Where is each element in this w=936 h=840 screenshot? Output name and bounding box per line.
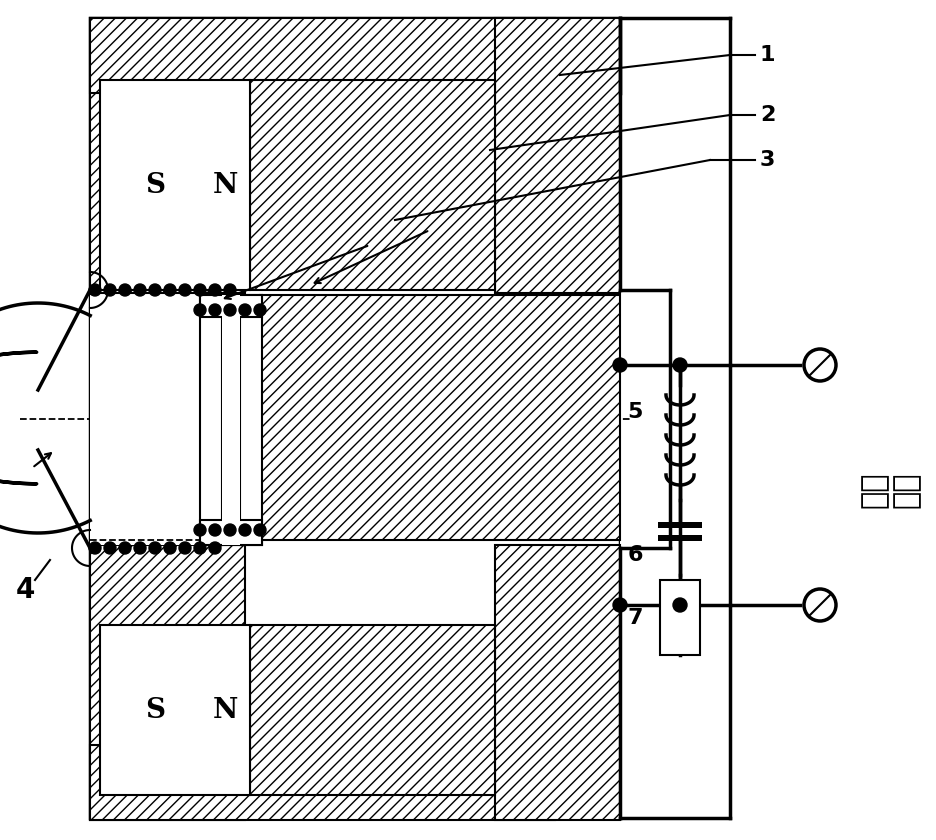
Circle shape	[209, 284, 221, 296]
Circle shape	[224, 304, 236, 316]
Text: 2: 2	[760, 105, 775, 125]
Bar	[495, 545, 620, 820]
Bar	[90, 545, 245, 820]
Bar	[495, 18, 620, 293]
Bar	[200, 520, 262, 545]
Bar	[95, 23, 240, 288]
Circle shape	[164, 284, 176, 296]
Bar	[620, 18, 730, 818]
Bar	[658, 535, 702, 541]
Circle shape	[224, 524, 236, 536]
Circle shape	[673, 358, 687, 372]
Text: 7: 7	[627, 607, 643, 627]
Circle shape	[209, 304, 221, 316]
Circle shape	[239, 524, 251, 536]
Bar	[658, 522, 702, 528]
Circle shape	[149, 542, 161, 554]
Bar	[90, 18, 245, 293]
Circle shape	[119, 542, 131, 554]
Bar	[222, 295, 240, 545]
Circle shape	[673, 598, 687, 612]
Text: S: S	[145, 696, 165, 723]
Circle shape	[224, 284, 236, 296]
Text: 驱动
信号: 驱动 信号	[860, 472, 920, 508]
Circle shape	[209, 542, 221, 554]
Circle shape	[194, 542, 206, 554]
Text: 6: 6	[627, 545, 643, 565]
Text: 5: 5	[627, 402, 643, 422]
Circle shape	[104, 284, 116, 296]
Circle shape	[104, 542, 116, 554]
Circle shape	[194, 284, 206, 296]
Circle shape	[613, 358, 627, 372]
Bar	[200, 295, 262, 317]
Bar	[90, 18, 555, 93]
Bar	[660, 580, 700, 655]
Bar	[200, 295, 222, 545]
Circle shape	[134, 542, 146, 554]
Text: 4: 4	[15, 576, 35, 604]
Bar	[100, 80, 250, 290]
Text: 1: 1	[760, 45, 776, 65]
Circle shape	[179, 284, 191, 296]
Circle shape	[254, 304, 266, 316]
Circle shape	[89, 284, 101, 296]
Bar	[90, 745, 555, 820]
Circle shape	[613, 598, 627, 612]
Bar	[250, 80, 495, 290]
Bar	[95, 550, 240, 815]
Bar	[240, 295, 262, 545]
Text: N: N	[212, 171, 238, 198]
Bar	[100, 625, 250, 795]
Circle shape	[209, 524, 221, 536]
Circle shape	[119, 284, 131, 296]
Bar	[90, 295, 260, 545]
Circle shape	[164, 542, 176, 554]
Circle shape	[194, 524, 206, 536]
Bar	[260, 295, 620, 540]
Circle shape	[239, 304, 251, 316]
Circle shape	[89, 542, 101, 554]
Circle shape	[134, 284, 146, 296]
Circle shape	[179, 542, 191, 554]
Bar	[250, 625, 495, 795]
Text: 3: 3	[760, 150, 775, 170]
Text: S: S	[145, 171, 165, 198]
Circle shape	[254, 524, 266, 536]
Circle shape	[194, 304, 206, 316]
Bar	[90, 18, 620, 818]
Text: N: N	[212, 696, 238, 723]
Circle shape	[149, 284, 161, 296]
